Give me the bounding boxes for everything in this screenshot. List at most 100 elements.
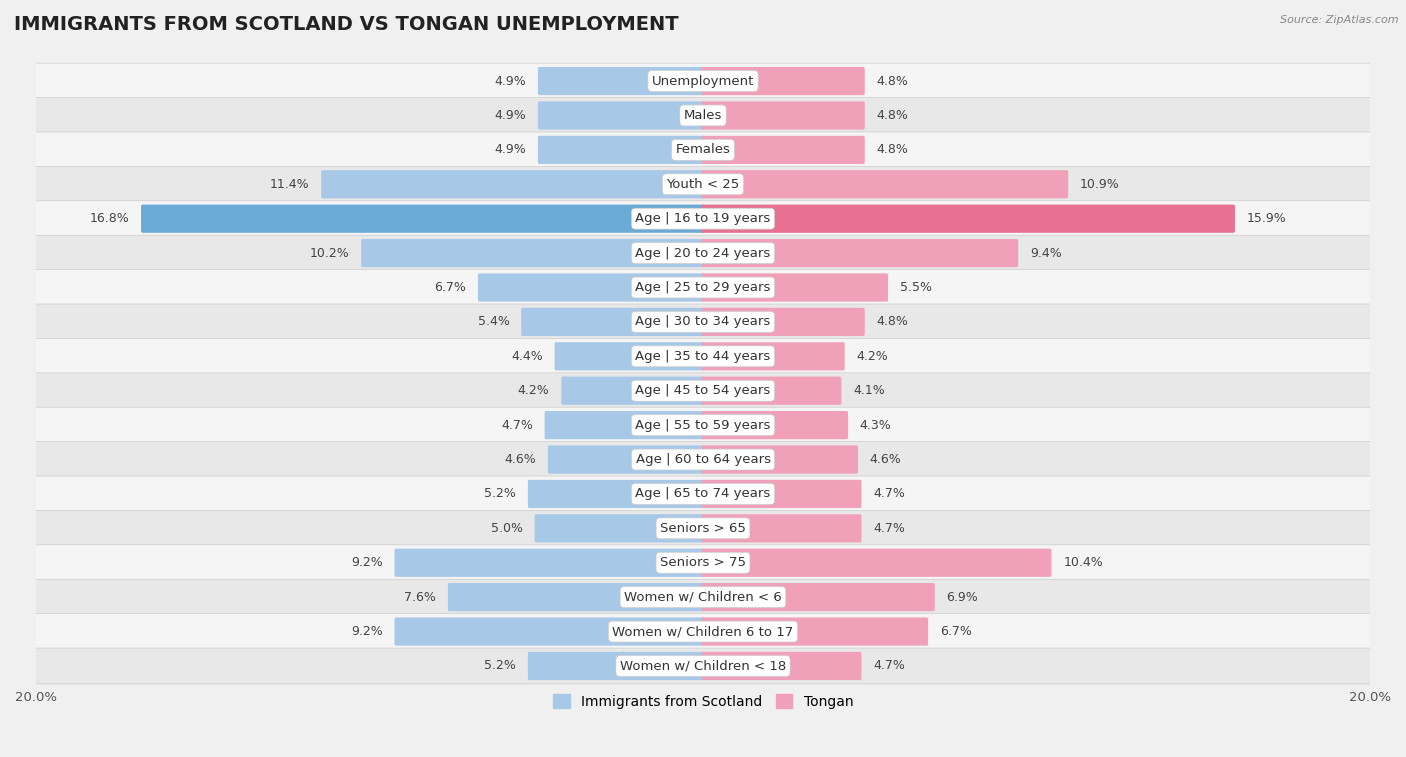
Text: 9.2%: 9.2% [352, 625, 382, 638]
FancyBboxPatch shape [702, 583, 935, 611]
Text: Age | 30 to 34 years: Age | 30 to 34 years [636, 316, 770, 329]
FancyBboxPatch shape [702, 101, 865, 129]
Text: Age | 65 to 74 years: Age | 65 to 74 years [636, 488, 770, 500]
Text: Women w/ Children 6 to 17: Women w/ Children 6 to 17 [613, 625, 793, 638]
Text: Age | 25 to 29 years: Age | 25 to 29 years [636, 281, 770, 294]
Text: 15.9%: 15.9% [1247, 212, 1286, 225]
Text: Youth < 25: Youth < 25 [666, 178, 740, 191]
FancyBboxPatch shape [538, 67, 704, 95]
FancyBboxPatch shape [527, 480, 704, 508]
FancyBboxPatch shape [449, 583, 704, 611]
Text: 4.7%: 4.7% [873, 522, 905, 535]
FancyBboxPatch shape [534, 514, 704, 543]
FancyBboxPatch shape [35, 510, 1371, 547]
Text: 6.7%: 6.7% [939, 625, 972, 638]
Text: 4.2%: 4.2% [517, 385, 550, 397]
FancyBboxPatch shape [702, 618, 928, 646]
FancyBboxPatch shape [702, 273, 889, 301]
FancyBboxPatch shape [702, 342, 845, 370]
FancyBboxPatch shape [395, 618, 704, 646]
FancyBboxPatch shape [561, 377, 704, 405]
Text: 5.4%: 5.4% [478, 316, 509, 329]
Text: 4.8%: 4.8% [876, 143, 908, 157]
Text: 4.6%: 4.6% [870, 453, 901, 466]
FancyBboxPatch shape [35, 235, 1371, 271]
Text: Age | 45 to 54 years: Age | 45 to 54 years [636, 385, 770, 397]
FancyBboxPatch shape [478, 273, 704, 301]
FancyBboxPatch shape [702, 411, 848, 439]
Text: Age | 16 to 19 years: Age | 16 to 19 years [636, 212, 770, 225]
FancyBboxPatch shape [702, 377, 841, 405]
Text: Women w/ Children < 6: Women w/ Children < 6 [624, 590, 782, 603]
Text: 6.9%: 6.9% [946, 590, 979, 603]
Text: 5.0%: 5.0% [491, 522, 523, 535]
Text: 4.4%: 4.4% [512, 350, 543, 363]
Text: 4.1%: 4.1% [853, 385, 884, 397]
Text: 4.7%: 4.7% [501, 419, 533, 431]
FancyBboxPatch shape [35, 545, 1371, 581]
FancyBboxPatch shape [35, 132, 1371, 168]
Text: 5.5%: 5.5% [900, 281, 932, 294]
Text: 5.2%: 5.2% [484, 659, 516, 672]
FancyBboxPatch shape [702, 308, 865, 336]
FancyBboxPatch shape [395, 549, 704, 577]
FancyBboxPatch shape [35, 648, 1371, 684]
Text: Age | 55 to 59 years: Age | 55 to 59 years [636, 419, 770, 431]
Text: 7.6%: 7.6% [405, 590, 436, 603]
FancyBboxPatch shape [321, 170, 704, 198]
Text: Age | 35 to 44 years: Age | 35 to 44 years [636, 350, 770, 363]
FancyBboxPatch shape [702, 549, 1052, 577]
FancyBboxPatch shape [538, 101, 704, 129]
Text: 4.6%: 4.6% [505, 453, 536, 466]
FancyBboxPatch shape [544, 411, 704, 439]
FancyBboxPatch shape [35, 167, 1371, 202]
FancyBboxPatch shape [522, 308, 704, 336]
Text: 4.8%: 4.8% [876, 109, 908, 122]
FancyBboxPatch shape [554, 342, 704, 370]
FancyBboxPatch shape [141, 204, 704, 233]
FancyBboxPatch shape [35, 63, 1371, 99]
Text: 16.8%: 16.8% [90, 212, 129, 225]
Text: Females: Females [675, 143, 731, 157]
Text: 11.4%: 11.4% [270, 178, 309, 191]
Text: 5.2%: 5.2% [484, 488, 516, 500]
FancyBboxPatch shape [527, 652, 704, 680]
Text: 4.9%: 4.9% [495, 74, 526, 88]
FancyBboxPatch shape [702, 652, 862, 680]
Text: 4.2%: 4.2% [856, 350, 889, 363]
Legend: Immigrants from Scotland, Tongan: Immigrants from Scotland, Tongan [547, 688, 859, 714]
Text: 4.8%: 4.8% [876, 74, 908, 88]
Text: 4.8%: 4.8% [876, 316, 908, 329]
Text: Source: ZipAtlas.com: Source: ZipAtlas.com [1281, 15, 1399, 25]
Text: 6.7%: 6.7% [434, 281, 467, 294]
FancyBboxPatch shape [35, 476, 1371, 512]
FancyBboxPatch shape [702, 445, 858, 474]
Text: Unemployment: Unemployment [652, 74, 754, 88]
FancyBboxPatch shape [702, 239, 1018, 267]
Text: 9.2%: 9.2% [352, 556, 382, 569]
Text: 4.7%: 4.7% [873, 488, 905, 500]
FancyBboxPatch shape [702, 514, 862, 543]
FancyBboxPatch shape [548, 445, 704, 474]
Text: 10.9%: 10.9% [1080, 178, 1119, 191]
FancyBboxPatch shape [35, 201, 1371, 237]
FancyBboxPatch shape [35, 373, 1371, 409]
FancyBboxPatch shape [702, 204, 1234, 233]
FancyBboxPatch shape [702, 67, 865, 95]
Text: 4.9%: 4.9% [495, 109, 526, 122]
FancyBboxPatch shape [35, 338, 1371, 374]
Text: Age | 60 to 64 years: Age | 60 to 64 years [636, 453, 770, 466]
Text: 9.4%: 9.4% [1029, 247, 1062, 260]
FancyBboxPatch shape [35, 579, 1371, 615]
Text: 10.2%: 10.2% [309, 247, 350, 260]
FancyBboxPatch shape [702, 480, 862, 508]
Text: 4.7%: 4.7% [873, 659, 905, 672]
Text: Age | 20 to 24 years: Age | 20 to 24 years [636, 247, 770, 260]
FancyBboxPatch shape [35, 269, 1371, 305]
FancyBboxPatch shape [35, 441, 1371, 478]
FancyBboxPatch shape [538, 136, 704, 164]
FancyBboxPatch shape [35, 304, 1371, 340]
FancyBboxPatch shape [35, 407, 1371, 443]
FancyBboxPatch shape [35, 98, 1371, 133]
Text: Seniors > 75: Seniors > 75 [659, 556, 747, 569]
